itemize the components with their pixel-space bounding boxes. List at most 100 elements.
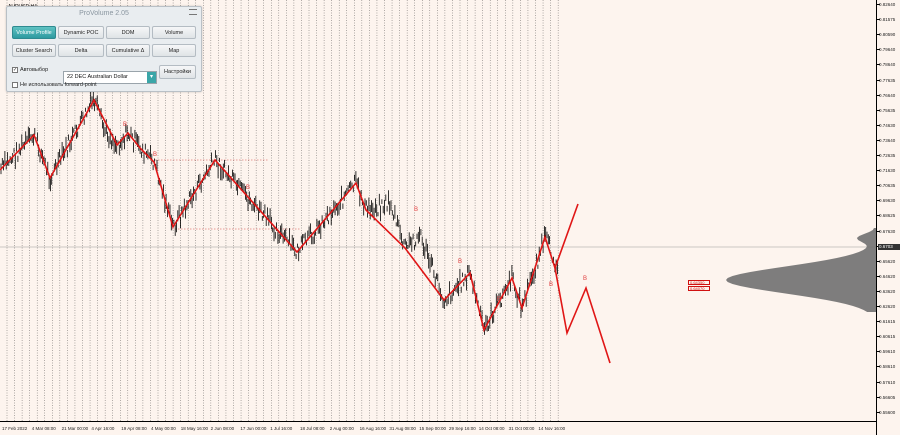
price-tick — [877, 34, 880, 36]
forward-point-label: Не использовать forward-point — [20, 82, 97, 88]
dynamic-poc-button[interactable]: Dynamic POC — [58, 26, 104, 39]
price-tick — [877, 215, 880, 217]
time-tick-label: 14 Oct 08:00 — [478, 426, 505, 431]
price-tick-label: 0.74630 — [879, 122, 896, 128]
time-tick-label: 21 Mar 00:00 — [61, 426, 89, 431]
price-tick — [877, 290, 880, 292]
price-tick — [877, 94, 880, 96]
price-tick — [877, 336, 880, 338]
price-tick — [877, 64, 880, 66]
panel-minimize-icon[interactable] — [189, 9, 197, 15]
time-tick-label: 17 Feb 2022 — [2, 426, 28, 431]
wave-label: B — [497, 297, 502, 303]
price-tick — [877, 19, 880, 21]
time-tick-label: 4 May 00:00 — [151, 426, 176, 431]
price-tick — [877, 411, 880, 413]
current-price-badge: 0.6703 — [878, 244, 900, 250]
price-tick — [877, 306, 880, 307]
chevron-down-icon[interactable]: ▾ — [147, 72, 156, 83]
autoselect-label: Автовыбор — [20, 67, 49, 73]
price-tick — [877, 139, 880, 141]
price-tick-label: 0.68625 — [879, 213, 896, 219]
price-tick — [877, 260, 880, 262]
price-tick-label: 0.63620 — [879, 288, 896, 294]
price-tick-label: 0.57610 — [879, 379, 896, 385]
wave-label: B — [123, 122, 128, 128]
price-tick — [877, 321, 880, 323]
volume-profile — [726, 228, 876, 312]
price-tick-label: 0.61615 — [879, 319, 896, 325]
time-tick-label: 18 May 16:00 — [180, 426, 209, 431]
wave-label: B — [583, 276, 588, 282]
settings-button[interactable]: Настройки — [159, 65, 196, 79]
volume-profile-button[interactable]: Volume Profile — [12, 26, 56, 39]
time-tick-label: 2 Jun 08:00 — [210, 426, 235, 431]
cluster-search-button[interactable]: Cluster Search — [12, 44, 56, 57]
price-tick-label: 0.78640 — [879, 62, 896, 68]
symbol-select[interactable]: 22 DEC Australian Dollar ▾ — [63, 71, 157, 84]
wave-label: B — [246, 185, 251, 191]
price-tick-label: 0.62620 — [879, 304, 896, 309]
time-tick-label: 16 Aug 16:00 — [359, 426, 387, 431]
price-tick — [877, 230, 880, 232]
autoselect-checkbox[interactable]: ✓ — [12, 67, 18, 73]
price-tick-label: 0.72635 — [879, 153, 896, 158]
price-tick — [877, 155, 880, 156]
time-tick-label: 18 Jul 08:00 — [300, 426, 325, 431]
time-tick-label: 17 Jun 00:00 — [240, 426, 267, 431]
price-tick-label: 0.64620 — [879, 273, 896, 279]
price-tick — [877, 381, 880, 383]
time-tick-label: 4 Mar 08:00 — [31, 426, 56, 431]
price-tick — [877, 4, 880, 5]
price-tick — [877, 170, 880, 172]
price-tick — [877, 200, 880, 202]
price-tick — [877, 124, 880, 126]
price-tick-label: 0.75635 — [879, 107, 896, 113]
price-tick — [877, 49, 880, 51]
time-tick-label: 29 Sep 16:00 — [449, 426, 476, 431]
price-tick — [877, 109, 880, 111]
time-tick-label: 14 Nov 16:00 — [538, 426, 566, 431]
volume-button[interactable]: Volume — [152, 26, 196, 39]
price-tick-label: 0.76640 — [879, 92, 896, 98]
poc-level-label: 0.64070 — [688, 286, 710, 291]
panel-title: ProVolume 2.05 — [79, 10, 129, 17]
map-button[interactable]: Map — [152, 44, 196, 57]
wave-label: B — [414, 207, 419, 213]
price-chart[interactable]: AUDUSD,H4 ProVolume 2.05 Volume Profile … — [0, 0, 876, 421]
price-tick-label: 0.73640 — [879, 137, 896, 143]
delta-button[interactable]: Delta — [58, 44, 104, 57]
wave-label: B — [458, 259, 463, 265]
price-axis[interactable]: 0.82640 0.81575 0.80590 0.79640 0.78640 0.776… — [876, 0, 900, 435]
price-tick-label: 0.81575 — [879, 17, 896, 23]
price-tick-label: 0.70635 — [879, 183, 896, 189]
price-tick — [877, 396, 880, 398]
price-tick-label: 0.79640 — [879, 47, 896, 53]
wave-label: B — [549, 282, 554, 288]
time-tick-label: 4 Apr 16:00 — [91, 426, 115, 431]
price-tick — [877, 351, 880, 353]
time-tick-label: 15 Sep 00:00 — [419, 426, 446, 431]
price-tick-label: 0.58610 — [879, 364, 896, 370]
wave-label: B — [153, 152, 158, 158]
poc-level-label: 0.64350 — [688, 280, 710, 285]
price-tick-label: 0.67630 — [879, 228, 896, 234]
time-axis[interactable]: 17 Feb 2022 4 Mar 08:00 21 Mar 00:00 4 Apr … — [0, 421, 876, 435]
price-tick — [877, 79, 880, 81]
time-tick-label: 31 Aug 08:00 — [389, 426, 416, 431]
price-tick-label: 0.71630 — [879, 168, 896, 174]
price-tick-label: 0.56605 — [879, 394, 896, 400]
cumulative-delta-button[interactable]: Cumulative Δ — [106, 44, 150, 57]
time-tick-label: 2 Aug 00:00 — [329, 426, 354, 431]
price-tick-label: 0.77635 — [879, 77, 896, 83]
chart-canvas[interactable] — [0, 0, 876, 421]
price-tick-label: 0.82640 — [879, 2, 896, 7]
provolume-panel[interactable]: ProVolume 2.05 Volume Profile Dynamic PO… — [6, 6, 202, 92]
price-tick-label: 0.80590 — [879, 32, 896, 38]
forward-point-checkbox[interactable] — [12, 82, 18, 88]
time-tick-label: 31 Oct 00:00 — [508, 426, 535, 431]
dom-button[interactable]: DOM — [106, 26, 150, 39]
price-tick-label: 0.55600 — [879, 409, 896, 415]
price-tick-label: 0.59610 — [879, 349, 896, 355]
price-tick — [877, 366, 880, 368]
